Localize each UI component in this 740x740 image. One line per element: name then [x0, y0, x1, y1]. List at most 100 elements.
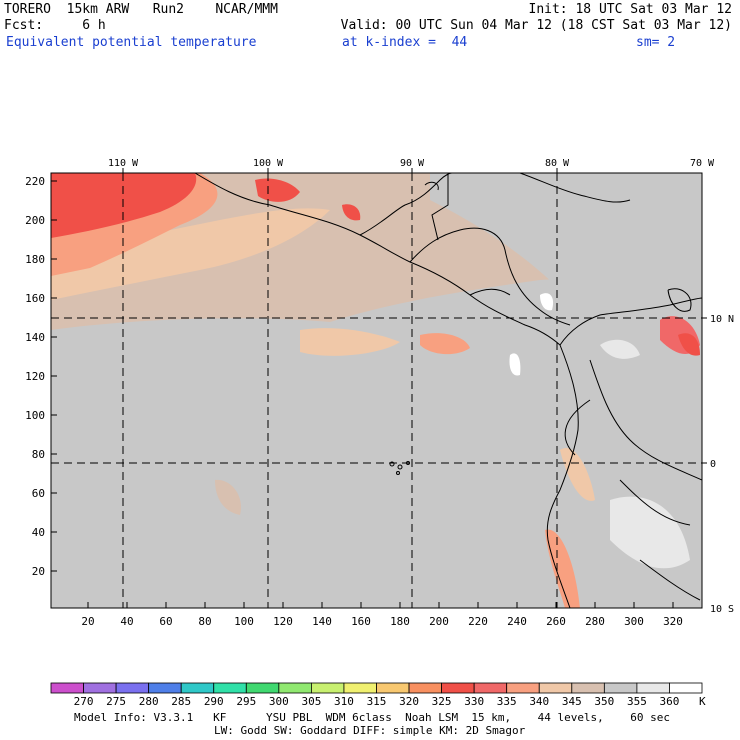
- y-tick-140: 140: [25, 331, 45, 344]
- legend-swatch: [213, 682, 247, 694]
- legend-label: 290: [204, 695, 224, 708]
- field-white-panama: [540, 293, 554, 311]
- x-tick-160: 160: [351, 615, 371, 628]
- legend-swatch: [148, 682, 182, 694]
- legend-swatch: [441, 682, 475, 694]
- legend-swatch: [50, 682, 84, 694]
- legend-label: 350: [594, 695, 614, 708]
- legend-swatch: [83, 682, 117, 694]
- legend-label: 270: [74, 695, 94, 708]
- field-tan-ecuador: [560, 448, 595, 501]
- legend-label: 320: [399, 695, 419, 708]
- field-white-colombia-w: [509, 353, 521, 376]
- legend-swatch: [180, 682, 215, 694]
- legend-label: 340: [529, 695, 549, 708]
- caribbean-coast: [409, 227, 571, 326]
- x-tick-120: 120: [273, 615, 293, 628]
- field-salmon-peru: [545, 529, 580, 608]
- y-tick-200: 200: [25, 214, 45, 227]
- init-time: Init: 18 UTC Sat 03 Mar 12: [528, 2, 733, 17]
- legend-label: 355: [627, 695, 647, 708]
- legend-swatch: [603, 682, 638, 694]
- colombia-venezuela-coast: [559, 297, 702, 346]
- lat-label-10n: 10 N: [710, 314, 734, 325]
- cuba-outline: [519, 173, 631, 203]
- x-tick-220: 220: [468, 615, 488, 628]
- lon-label-80w: 80 W: [545, 158, 570, 169]
- y-tick-120: 120: [25, 370, 45, 383]
- y-tick-220: 220: [25, 175, 45, 188]
- y-tick-100: 100: [25, 409, 45, 422]
- x-tick-80: 80: [198, 615, 211, 628]
- y-grid-index-labels: 220 200 180 160 140 120 100 80 60 40 20: [25, 175, 45, 578]
- legend-swatch: [538, 682, 573, 694]
- model-info-line1: Model Info: V3.3.1 KF YSU PBL WDM 6class…: [74, 711, 671, 724]
- model-info-line2: LW: Godd SW: Goddard DIFF: simple KM: 2D…: [214, 724, 526, 737]
- x-tick-200: 200: [429, 615, 449, 628]
- lon-label-90w: 90 W: [400, 158, 425, 169]
- x-grid-index-labels: 20 40 60 80 100 120 140 160 180 200 220 …: [81, 615, 683, 628]
- legend-swatch: [636, 682, 670, 694]
- border-colombia-peru: [589, 359, 702, 481]
- x-tick-60: 60: [159, 615, 172, 628]
- x-tick-300: 300: [624, 615, 644, 628]
- legend-label: 305: [301, 695, 321, 708]
- field-salmon-mid: [420, 333, 470, 355]
- legend-swatch: [571, 682, 605, 694]
- border-peru-brazil: [619, 479, 691, 526]
- legend-swatch: [245, 682, 280, 694]
- lon-label-100w: 100 W: [253, 158, 284, 169]
- field-grey-caribbean: [430, 173, 702, 298]
- forecast-hour: Fcst: 6 h: [4, 18, 106, 33]
- legend-label: 315: [367, 695, 387, 708]
- legend-label: 310: [334, 695, 354, 708]
- legend-label: 330: [464, 695, 484, 708]
- field-red-mexico: [255, 178, 300, 202]
- axis-ticks: [51, 168, 707, 608]
- longitude-labels: 110 W 100 W 90 W 80 W 70 W: [108, 158, 715, 169]
- y-tick-60: 60: [32, 487, 45, 500]
- valid-time: Valid: 00 UTC Sun 04 Mar 12 (18 CST Sat …: [340, 18, 732, 33]
- border-ecuador: [564, 399, 591, 456]
- field-grey-south: [51, 416, 540, 608]
- lon-label-110w: 110 W: [108, 158, 139, 169]
- legend-label: 295: [236, 695, 256, 708]
- lon-label-70w: 70 W: [690, 158, 715, 169]
- x-tick-40: 40: [120, 615, 133, 628]
- legend-label: 360: [660, 695, 680, 708]
- x-tick-240: 240: [507, 615, 527, 628]
- border-honduras: [469, 288, 511, 296]
- legend-label: 300: [269, 695, 289, 708]
- legend-label: 325: [432, 695, 452, 708]
- legend-swatch: [669, 682, 703, 694]
- legend-swatch: [310, 682, 345, 694]
- field-tan-mid: [300, 328, 400, 356]
- galapagos-1: [389, 461, 395, 467]
- plot-frame: [50, 172, 703, 609]
- mexico-gulf-coast: [359, 173, 453, 236]
- graticule: [51, 173, 702, 608]
- x-tick-260: 260: [546, 615, 566, 628]
- color-legend: [50, 682, 703, 694]
- y-tick-80: 80: [32, 448, 45, 461]
- border-guatemala: [431, 173, 449, 241]
- x-tick-140: 140: [312, 615, 332, 628]
- south-america-pacific-coast: [546, 344, 579, 608]
- legend-labels: 270 275 280 285 290 295 300 305 310 315 320 325 330 3…: [74, 695, 680, 708]
- latitude-labels: 10 N 0 10 S: [710, 314, 734, 615]
- field-deep-red-venezuela: [678, 333, 700, 356]
- legend-swatch: [115, 682, 150, 694]
- y-tick-160: 160: [25, 292, 45, 305]
- field-tan-north: [51, 208, 330, 300]
- legend-label: 275: [106, 695, 126, 708]
- legend-label: 285: [171, 695, 191, 708]
- x-tick-320: 320: [663, 615, 683, 628]
- field-white-amazon: [610, 496, 690, 569]
- level-index: at k-index = 44: [342, 35, 468, 50]
- legend-swatch: [473, 682, 508, 694]
- lat-label-equator: 0: [710, 459, 716, 470]
- field-white-colombia-e: [600, 339, 640, 359]
- legend-label: 345: [562, 695, 582, 708]
- field-name: Equivalent potential temperature: [6, 35, 257, 50]
